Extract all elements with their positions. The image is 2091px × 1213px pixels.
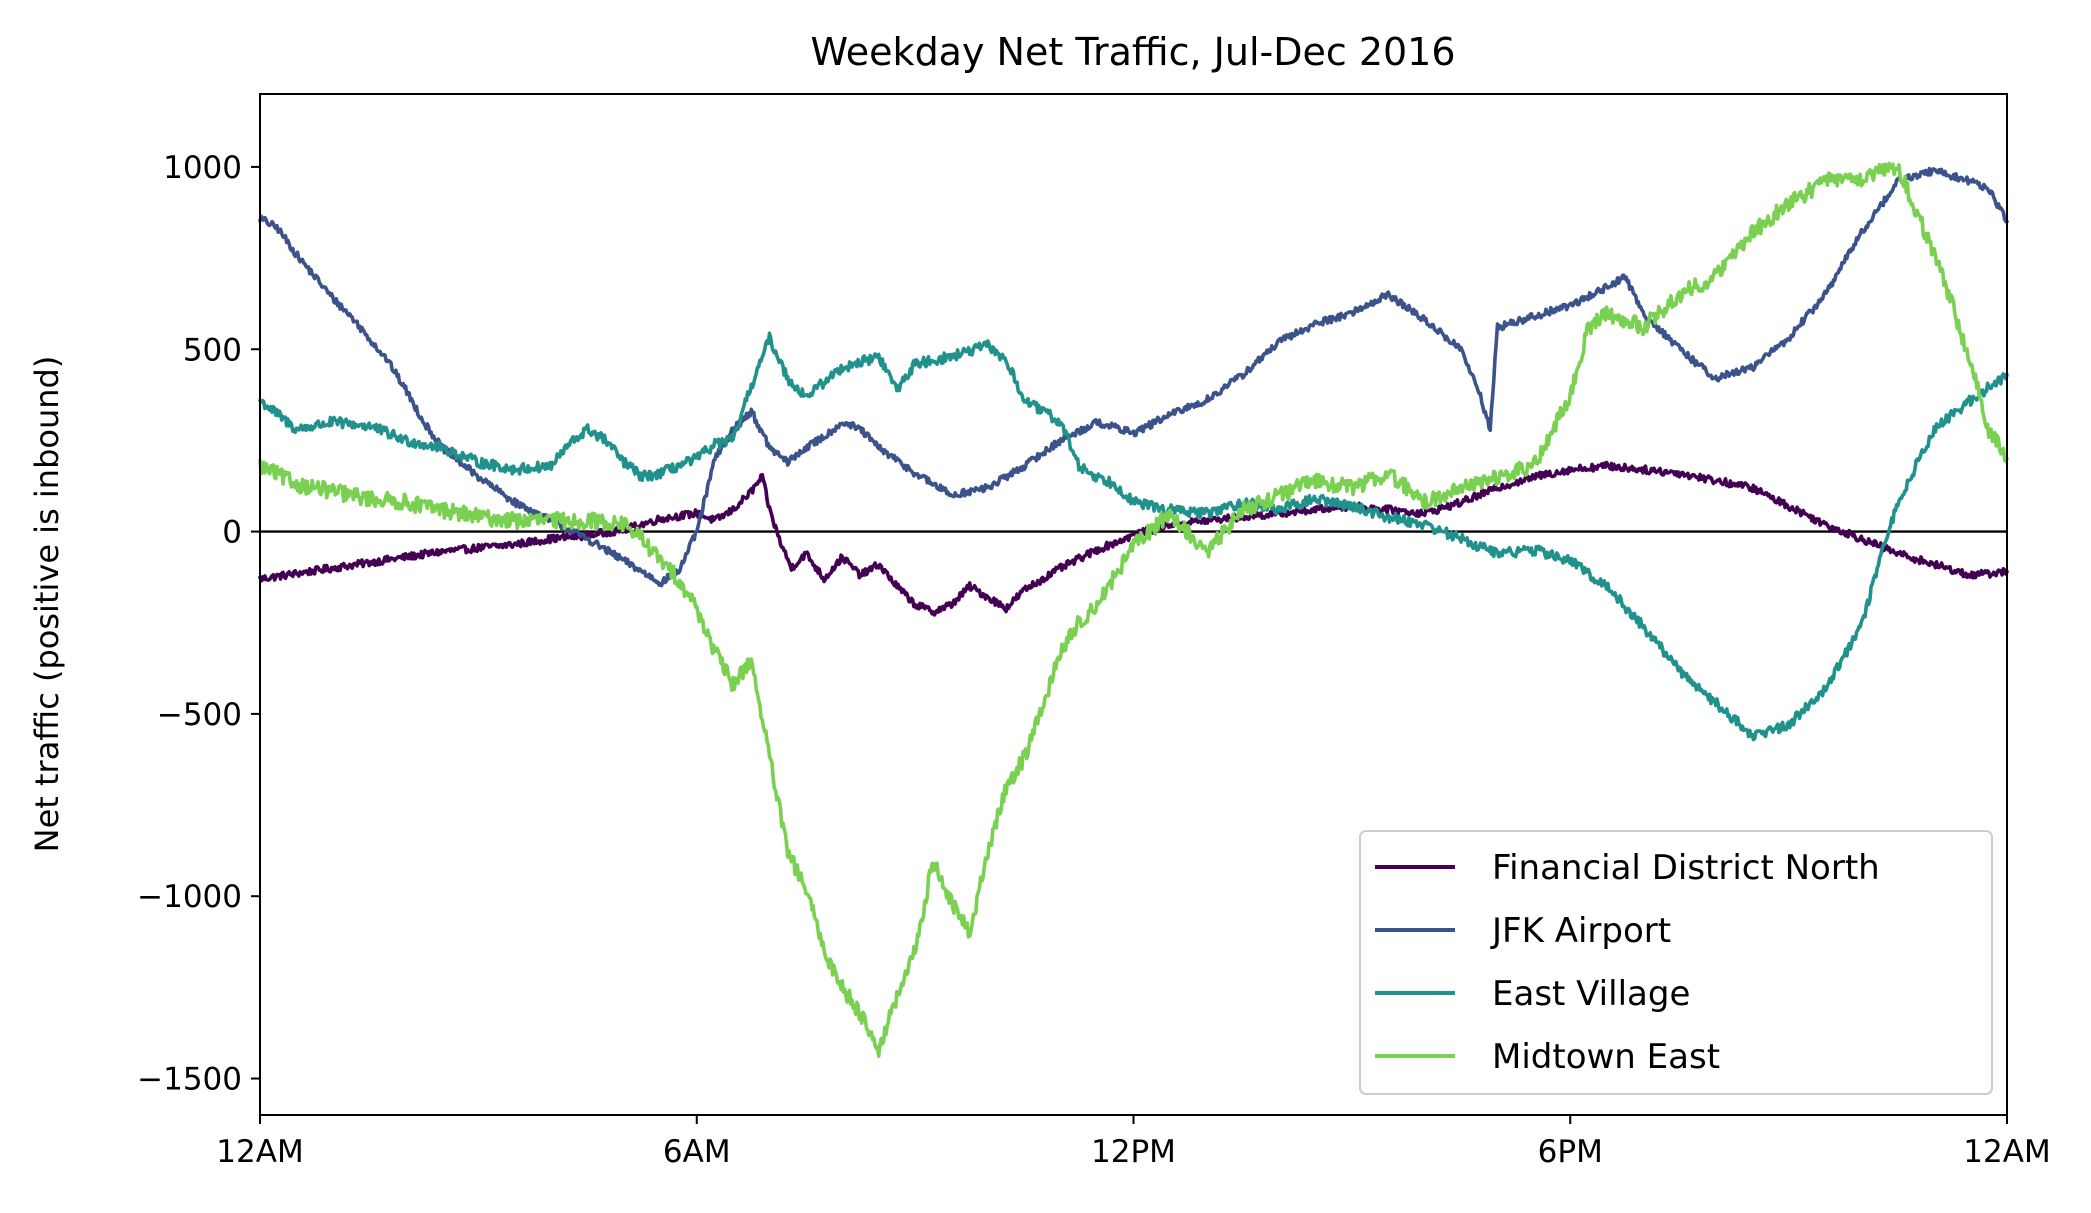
series-line-2 xyxy=(258,331,2009,742)
legend-label: Financial District North xyxy=(1492,848,1880,888)
y-tick-label: 500 xyxy=(183,332,242,368)
x-tick-label: 6AM xyxy=(663,1134,731,1170)
plot-area xyxy=(258,161,2009,1058)
x-tick-label: 12AM xyxy=(216,1134,303,1170)
y-tick-label: 0 xyxy=(222,515,242,551)
series-line-0 xyxy=(258,460,2009,617)
y-tick-label: −1500 xyxy=(137,1062,242,1098)
legend-label: JFK Airport xyxy=(1490,911,1671,951)
y-tick-label: −500 xyxy=(157,697,242,733)
chart-title: Weekday Net Traffic, Jul-Dec 2016 xyxy=(810,30,1455,74)
x-tick-label: 12PM xyxy=(1091,1134,1176,1170)
y-axis: 1000 500 0 −500 −1000 −1500 xyxy=(137,150,260,1098)
y-tick-label: 1000 xyxy=(163,150,242,186)
x-tick-label: 12AM xyxy=(1963,1134,2050,1170)
x-tick-label: 6PM xyxy=(1538,1134,1603,1170)
x-axis: 12AM 6AM 12PM 6PM 12AM xyxy=(216,1115,2051,1170)
legend-label: East Village xyxy=(1492,974,1690,1014)
y-tick-label: −1000 xyxy=(137,879,242,915)
legend-label: Midtown East xyxy=(1492,1037,1720,1077)
legend: Financial District North JFK Airport East … xyxy=(1359,830,1993,1095)
legend-box xyxy=(1359,830,1993,1095)
series-line-3 xyxy=(258,161,2009,1058)
y-axis-title: Net traffic (positive is inbound) xyxy=(28,356,66,853)
